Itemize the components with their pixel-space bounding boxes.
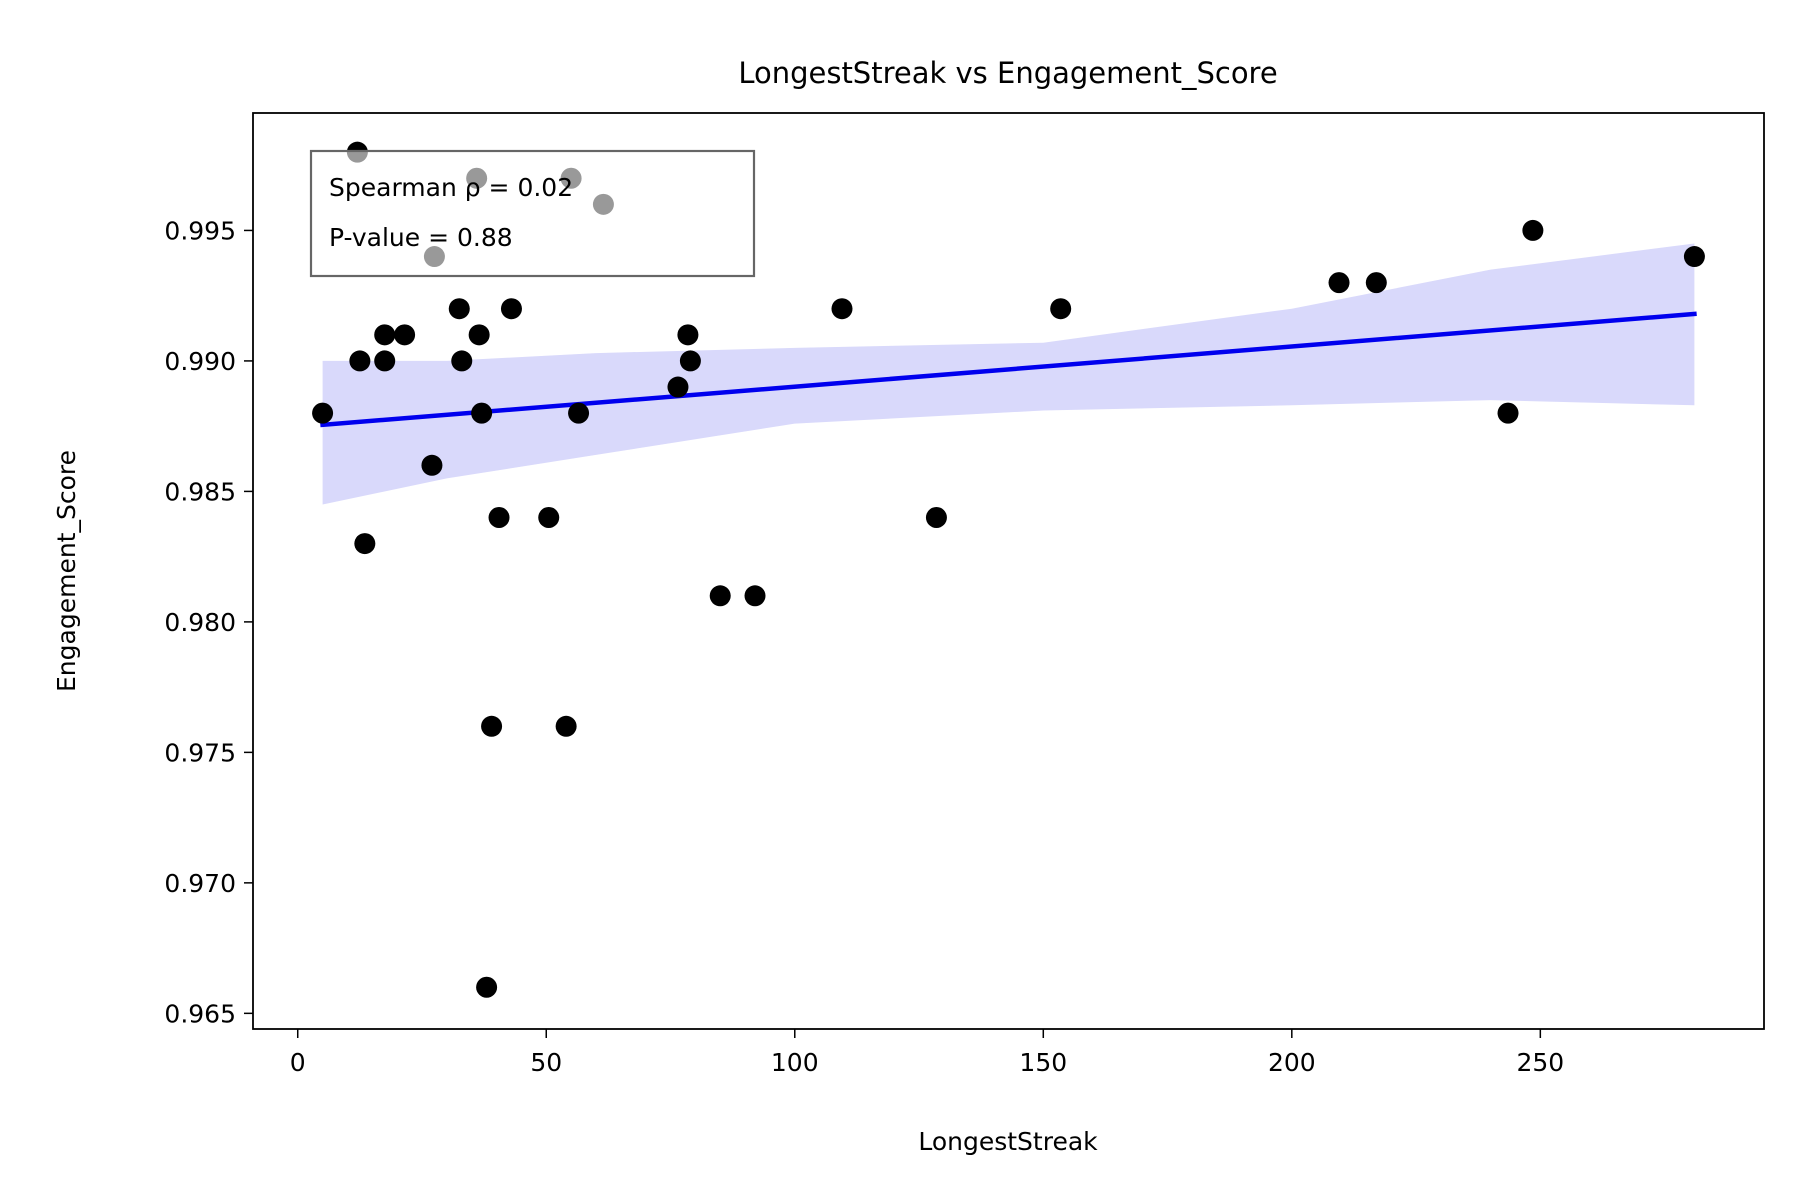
data-point	[374, 350, 396, 372]
data-point	[1522, 219, 1544, 241]
annotation-box	[309, 149, 756, 278]
data-point	[349, 350, 371, 372]
data-point	[1050, 298, 1072, 320]
data-point	[312, 402, 334, 424]
chart-title: LongestStreak vs Engagement_Score	[738, 56, 1277, 90]
x-axis-label: LongestStreak	[918, 1127, 1098, 1156]
y-axis-ticks: 0.965 0.970 0.975 0.980 0.985 0.990 0.995	[164, 216, 253, 1028]
data-point	[1497, 402, 1519, 424]
y-tick-label: 0.970	[164, 869, 236, 898]
data-point	[667, 376, 689, 398]
data-point	[1365, 272, 1387, 294]
x-tick-label: 250	[1516, 1048, 1564, 1077]
y-axis-label: Engagement_Score	[52, 450, 81, 692]
data-point	[744, 585, 766, 607]
annotation-spearman: Spearman ρ = 0.02	[329, 173, 573, 202]
data-point	[709, 585, 731, 607]
data-point	[394, 324, 416, 346]
data-point	[538, 507, 560, 529]
data-point	[468, 324, 490, 346]
x-tick-label: 0	[290, 1048, 306, 1077]
data-point	[677, 324, 699, 346]
x-tick-label: 150	[1019, 1048, 1067, 1077]
data-point	[451, 350, 473, 372]
y-tick-label: 0.980	[164, 608, 236, 637]
data-point	[1328, 272, 1350, 294]
data-point	[354, 533, 376, 555]
data-point	[471, 402, 493, 424]
x-tick-label: 200	[1268, 1048, 1316, 1077]
data-point	[831, 298, 853, 320]
data-point	[374, 324, 396, 346]
data-point	[555, 715, 577, 737]
data-point	[481, 715, 503, 737]
data-point	[568, 402, 590, 424]
plot-frame	[252, 112, 1765, 1030]
confidence-band	[322, 243, 1695, 505]
data-point	[448, 298, 470, 320]
x-tick-label: 50	[530, 1048, 562, 1077]
y-tick-label: 0.975	[164, 738, 236, 767]
y-tick-label: 0.985	[164, 477, 236, 506]
data-point	[925, 507, 947, 529]
confidence-band-layer	[322, 243, 1695, 505]
regression-line	[320, 311, 1697, 428]
data-point	[488, 507, 510, 529]
data-point	[1683, 246, 1705, 268]
y-tick-label: 0.990	[164, 347, 236, 376]
y-tick-label: 0.965	[164, 999, 236, 1028]
stats-annotation: Spearman ρ = 0.02 P-value = 0.88	[309, 149, 756, 278]
x-axis-ticks: 0 50 100 150 200 250	[290, 1029, 1564, 1077]
annotation-pvalue: P-value = 0.88	[329, 223, 513, 252]
data-point	[421, 454, 443, 476]
regression-line-layer	[320, 311, 1697, 428]
x-tick-label: 100	[771, 1048, 819, 1077]
data-point	[476, 976, 498, 998]
y-tick-label: 0.995	[164, 216, 236, 245]
data-point	[500, 298, 522, 320]
data-point	[679, 350, 701, 372]
